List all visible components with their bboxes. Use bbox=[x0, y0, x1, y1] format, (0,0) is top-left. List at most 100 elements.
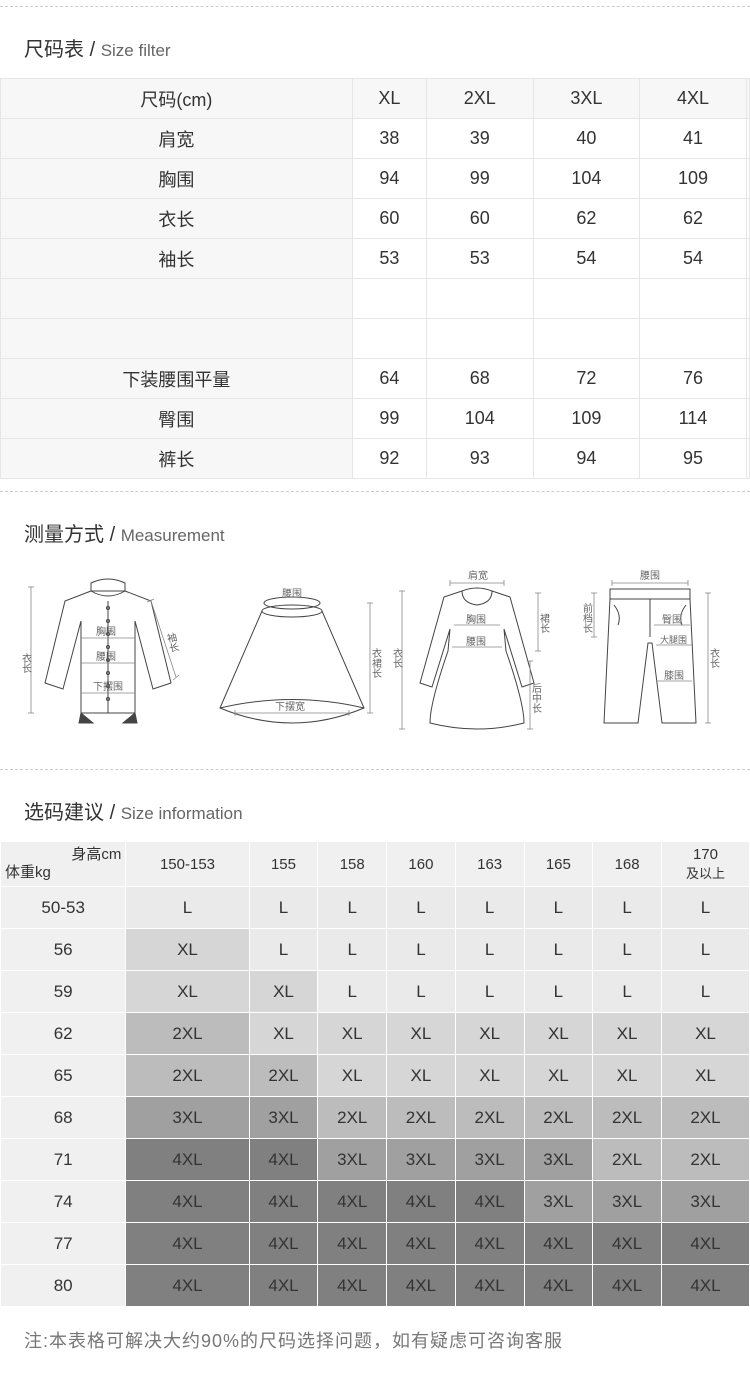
svg-text:大腿围: 大腿围 bbox=[660, 634, 687, 645]
svg-text:衣长: 衣长 bbox=[390, 647, 402, 668]
size-cell bbox=[746, 119, 749, 159]
info-weight-label: 56 bbox=[1, 929, 126, 971]
footnote: 注:本表格可解决大约90%的尺码选择问题，如有疑虑可咨询客服 bbox=[0, 1307, 750, 1373]
info-cell: 2XL bbox=[661, 1139, 749, 1181]
info-cell: 4XL bbox=[249, 1181, 318, 1223]
size-cell: 40 bbox=[533, 119, 640, 159]
info-cell: L bbox=[249, 887, 318, 929]
size-cell: 64 bbox=[352, 359, 426, 399]
info-cell: 4XL bbox=[318, 1265, 387, 1307]
info-cell: 3XL bbox=[455, 1139, 524, 1181]
info-cell: XL bbox=[593, 1013, 662, 1055]
size-cell: 62 bbox=[640, 199, 747, 239]
info-cell: 2XL bbox=[593, 1139, 662, 1181]
info-cell: L bbox=[593, 887, 662, 929]
info-cell: XL bbox=[387, 1055, 456, 1097]
size-cell: 72 bbox=[533, 359, 640, 399]
title-cn: 尺码表 bbox=[24, 39, 84, 61]
info-cell: 2XL bbox=[593, 1097, 662, 1139]
info-cell: 3XL bbox=[249, 1097, 318, 1139]
size-cell: 109 bbox=[533, 399, 640, 439]
svg-text:衣长: 衣长 bbox=[708, 647, 720, 668]
size-cell bbox=[746, 399, 749, 439]
info-cell: XL bbox=[387, 1013, 456, 1055]
info-cell: L bbox=[661, 929, 749, 971]
measurement-diagrams: 衣长 胸围 腰围 下摆围 袖长 腰围 衣裙长 下摆宽 bbox=[0, 563, 750, 763]
info-cell: 4XL bbox=[455, 1223, 524, 1265]
info-cell: 4XL bbox=[126, 1223, 249, 1265]
info-height-header: 165 bbox=[524, 842, 593, 887]
info-cell: L bbox=[455, 971, 524, 1013]
info-cell: 2XL bbox=[126, 1013, 249, 1055]
size-row-label: 下装腰围平量 bbox=[1, 359, 353, 399]
info-height-header: 150-153 bbox=[126, 842, 249, 887]
svg-text:腰围: 腰围 bbox=[96, 651, 116, 663]
size-cell: 104 bbox=[427, 399, 534, 439]
info-cell: 4XL bbox=[126, 1181, 249, 1223]
info-cell: 4XL bbox=[126, 1139, 249, 1181]
info-weight-label: 59 bbox=[1, 971, 126, 1013]
info-height-header: 160 bbox=[387, 842, 456, 887]
info-cell: 4XL bbox=[593, 1265, 662, 1307]
info-weight-label: 62 bbox=[1, 1013, 126, 1055]
size-cell: 94 bbox=[533, 439, 640, 479]
pants-diagram: 腰围 前档长 臀围 大腿围 膝围 衣长 bbox=[574, 573, 729, 743]
info-weight-label: 68 bbox=[1, 1097, 126, 1139]
size-cell bbox=[746, 239, 749, 279]
size-cell: 39 bbox=[427, 119, 534, 159]
size-row-label: 肩宽 bbox=[1, 119, 353, 159]
svg-text:腰围: 腰围 bbox=[466, 636, 486, 648]
info-cell: L bbox=[524, 971, 593, 1013]
info-cell: 3XL bbox=[524, 1181, 593, 1223]
info-cell: 4XL bbox=[387, 1265, 456, 1307]
size-cell: 99 bbox=[352, 399, 426, 439]
size-cell: 53 bbox=[427, 239, 534, 279]
size-cell: 60 bbox=[427, 199, 534, 239]
info-cell: 3XL bbox=[387, 1139, 456, 1181]
size-row-label: 胸围 bbox=[1, 159, 353, 199]
info-cell: 4XL bbox=[455, 1181, 524, 1223]
info-cell: 4XL bbox=[524, 1223, 593, 1265]
info-cell: 2XL bbox=[661, 1097, 749, 1139]
info-cell: L bbox=[661, 971, 749, 1013]
svg-text:前档长: 前档长 bbox=[581, 602, 593, 633]
skirt-diagram: 腰围 衣裙长 下摆宽 bbox=[205, 573, 380, 743]
measurement-title: 测量方式 / Measurement bbox=[0, 498, 750, 563]
size-cell: 60 bbox=[352, 199, 426, 239]
info-cell: L bbox=[126, 887, 249, 929]
title-cn: 选码建议 bbox=[24, 802, 104, 824]
info-cell: XL bbox=[249, 971, 318, 1013]
size-cell: 99 bbox=[427, 159, 534, 199]
size-col-header: 尺码(cm) bbox=[1, 79, 353, 119]
svg-text:胸围: 胸围 bbox=[96, 625, 116, 638]
size-cell bbox=[746, 199, 749, 239]
info-cell: L bbox=[661, 887, 749, 929]
svg-text:胸围: 胸围 bbox=[466, 613, 486, 626]
info-cell: 3XL bbox=[524, 1139, 593, 1181]
info-corner: 身高cm体重kg bbox=[1, 842, 126, 887]
svg-text:衣长: 衣长 bbox=[19, 652, 31, 673]
size-cell bbox=[746, 359, 749, 399]
size-filter-title: 尺码表 / Size filter bbox=[0, 13, 750, 78]
size-cell bbox=[746, 439, 749, 479]
size-row-label: 袖长 bbox=[1, 239, 353, 279]
info-cell: XL bbox=[661, 1013, 749, 1055]
svg-text:袖长: 袖长 bbox=[163, 630, 179, 653]
info-cell: 3XL bbox=[318, 1139, 387, 1181]
info-cell: XL bbox=[455, 1055, 524, 1097]
svg-text:裙长: 裙长 bbox=[537, 612, 549, 633]
info-cell: 4XL bbox=[661, 1223, 749, 1265]
info-height-header: 170及以上 bbox=[661, 842, 749, 887]
size-cell: 92 bbox=[352, 439, 426, 479]
size-cell: 54 bbox=[640, 239, 747, 279]
info-cell: L bbox=[593, 929, 662, 971]
info-cell: 2XL bbox=[455, 1097, 524, 1139]
size-col-header: 4XL bbox=[640, 79, 747, 119]
info-cell: L bbox=[387, 929, 456, 971]
info-cell: XL bbox=[455, 1013, 524, 1055]
size-info-title: 选码建议 / Size information bbox=[0, 776, 750, 841]
info-cell: L bbox=[387, 971, 456, 1013]
info-cell: 4XL bbox=[318, 1181, 387, 1223]
size-row-label: 衣长 bbox=[1, 199, 353, 239]
info-cell: XL bbox=[593, 1055, 662, 1097]
